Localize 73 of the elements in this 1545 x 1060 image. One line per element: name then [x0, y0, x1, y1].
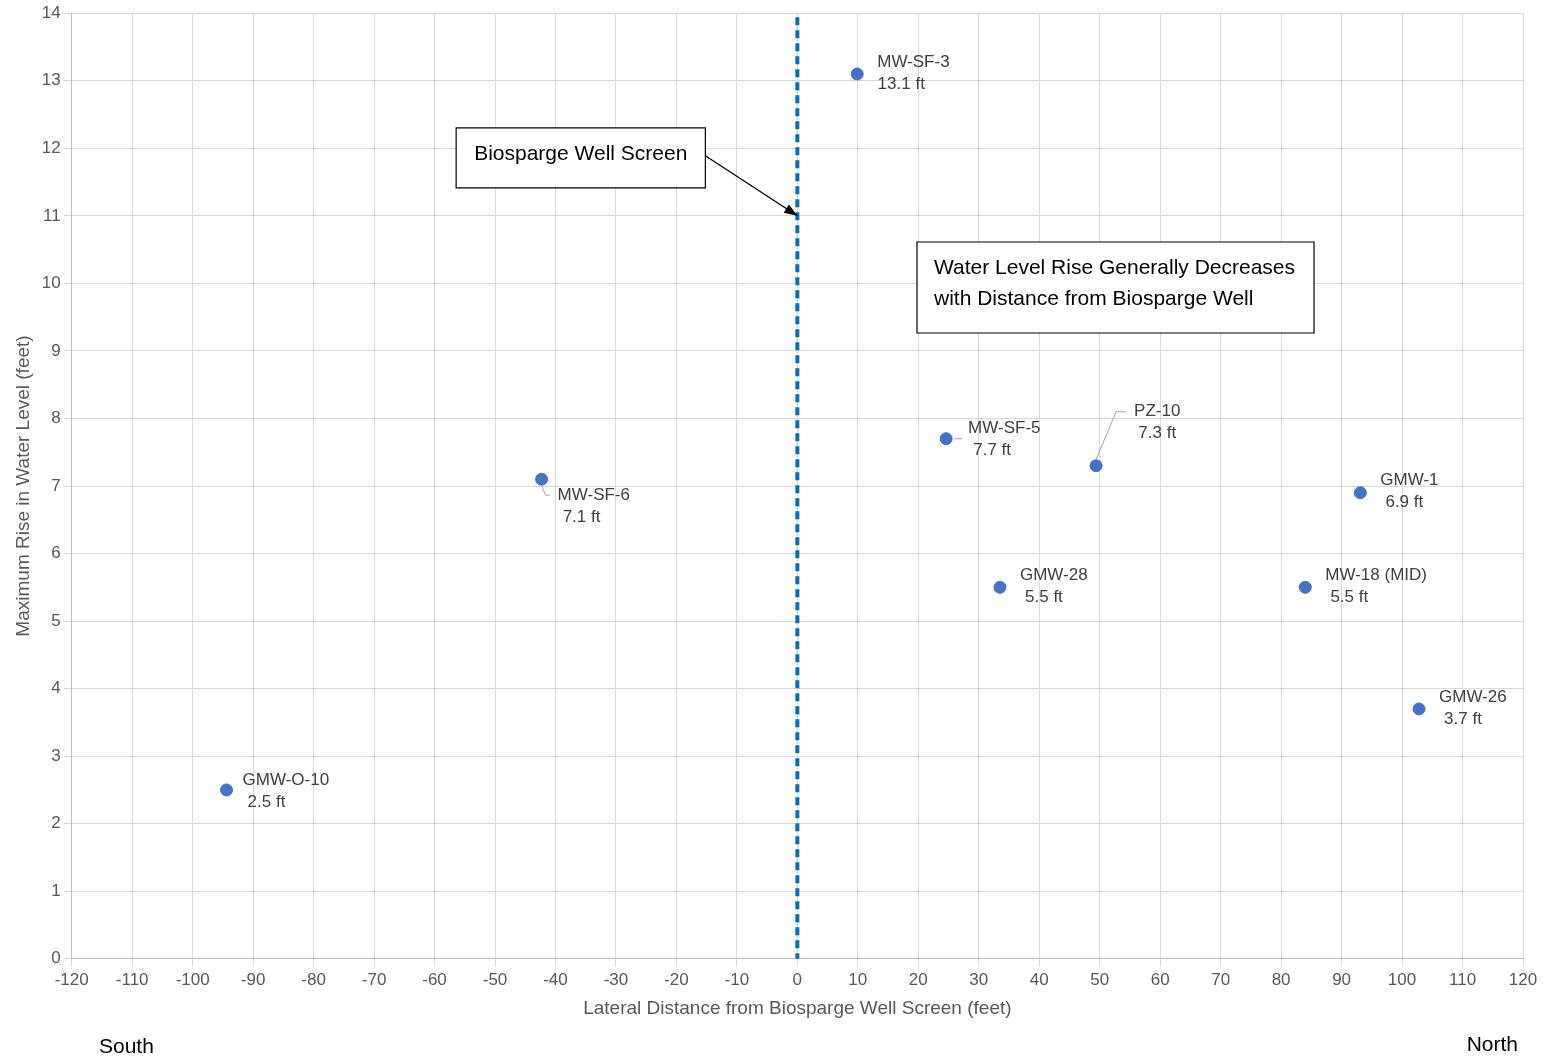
x-tick-label: -70 — [361, 969, 387, 989]
y-tick-label: 14 — [41, 2, 61, 22]
x-tick-label: 30 — [969, 969, 989, 989]
y-tick-label: 10 — [41, 273, 61, 293]
data-label: 3.7 ft — [1444, 708, 1483, 728]
data-label: 5.5 ft — [1330, 587, 1369, 606]
y-tick-label: 4 — [51, 678, 61, 698]
x-tick-label: -10 — [724, 969, 750, 989]
annotation: Water Level Rise Generally Decreases with Distance from Biosparge Well — [933, 254, 1296, 309]
y-tick-label: 6 — [51, 543, 61, 563]
series-label: GMW-O-10 — [242, 769, 330, 789]
y-tick-label: 11 — [43, 205, 61, 225]
x-tick-label: 0 — [792, 969, 803, 989]
x-tick-label: 40 — [1029, 969, 1049, 989]
text: South — [99, 1033, 154, 1057]
point — [850, 67, 864, 81]
y-tick-label: 8 — [51, 408, 61, 428]
point — [535, 472, 549, 486]
y-axis-title: Maximum Rise in Water Level (feet) — [11, 335, 33, 637]
y-tick-label: 7 — [51, 475, 61, 495]
x-tick-label: 120 — [1508, 969, 1538, 989]
x-tick-label: -30 — [603, 969, 629, 989]
y-tick-label: 9 — [51, 340, 61, 360]
x-tick-label: -90 — [240, 969, 266, 989]
data-label: 2.5 ft — [247, 791, 286, 811]
y-tick-label: 12 — [41, 137, 61, 157]
series-label: GMW-1 — [1380, 470, 1439, 490]
series-label: MW-18 (MID) — [1325, 565, 1427, 584]
data-label: 5.5 ft — [1025, 587, 1064, 606]
x-tick-label: 70 — [1211, 969, 1231, 989]
data-label: 13.1 ft — [877, 73, 926, 93]
x-tick-label: 90 — [1332, 969, 1352, 989]
x-tick-label: 20 — [908, 969, 928, 989]
x-tick-label: -60 — [422, 969, 447, 989]
point — [1089, 459, 1103, 473]
x-tick-label: -20 — [664, 969, 689, 989]
x-tick-label: 60 — [1150, 969, 1170, 989]
x-tick-label: 80 — [1271, 969, 1291, 989]
y-tick-label: 3 — [51, 745, 61, 765]
x-tick-label: 10 — [848, 969, 868, 989]
x-tick-label: 100 — [1387, 969, 1417, 989]
x-tick-label: -80 — [301, 969, 326, 989]
point — [1298, 580, 1312, 594]
point — [220, 783, 234, 797]
point — [939, 432, 953, 446]
y-tick-label: 2 — [51, 813, 61, 833]
series-label: GMW-26 — [1438, 686, 1507, 706]
x-tick-label: -110 — [115, 969, 149, 989]
x-tick-label: 50 — [1090, 969, 1110, 989]
y-tick-label: 13 — [41, 70, 61, 90]
text: PZ-10 — [1134, 401, 1181, 421]
data-label: 7.3 ft — [1138, 423, 1177, 443]
series-label: MW-SF-6 — [557, 484, 630, 504]
point — [1412, 702, 1426, 716]
data-label: 7.7 ft — [973, 440, 1012, 460]
x-axis-title: Lateral Distance from Biosparge Well Screen (feet) — [583, 996, 1012, 1018]
x-tick-label: -40 — [543, 969, 568, 989]
series-label: GMW-28 — [1019, 565, 1088, 584]
point — [1353, 486, 1367, 500]
series-label: MW-SF-3 — [877, 51, 950, 71]
data-label: 7.1 ft — [562, 506, 601, 526]
x-tick-label: -50 — [482, 969, 508, 989]
point — [993, 580, 1007, 594]
data-label: 6.9 ft — [1385, 492, 1424, 512]
x-tick-label: -120 — [54, 969, 89, 989]
y-tick-label: 5 — [51, 610, 61, 630]
x-tick-label: 110 — [1448, 969, 1477, 989]
x-tick-label: -100 — [175, 969, 210, 989]
y-tick-label: 1 — [51, 880, 61, 900]
annotation: Biosparge Well Screen — [474, 140, 688, 164]
y-tick-label: 0 — [51, 948, 61, 968]
text: North — [1466, 1031, 1518, 1055]
series-label: MW-SF-5 — [968, 418, 1041, 438]
